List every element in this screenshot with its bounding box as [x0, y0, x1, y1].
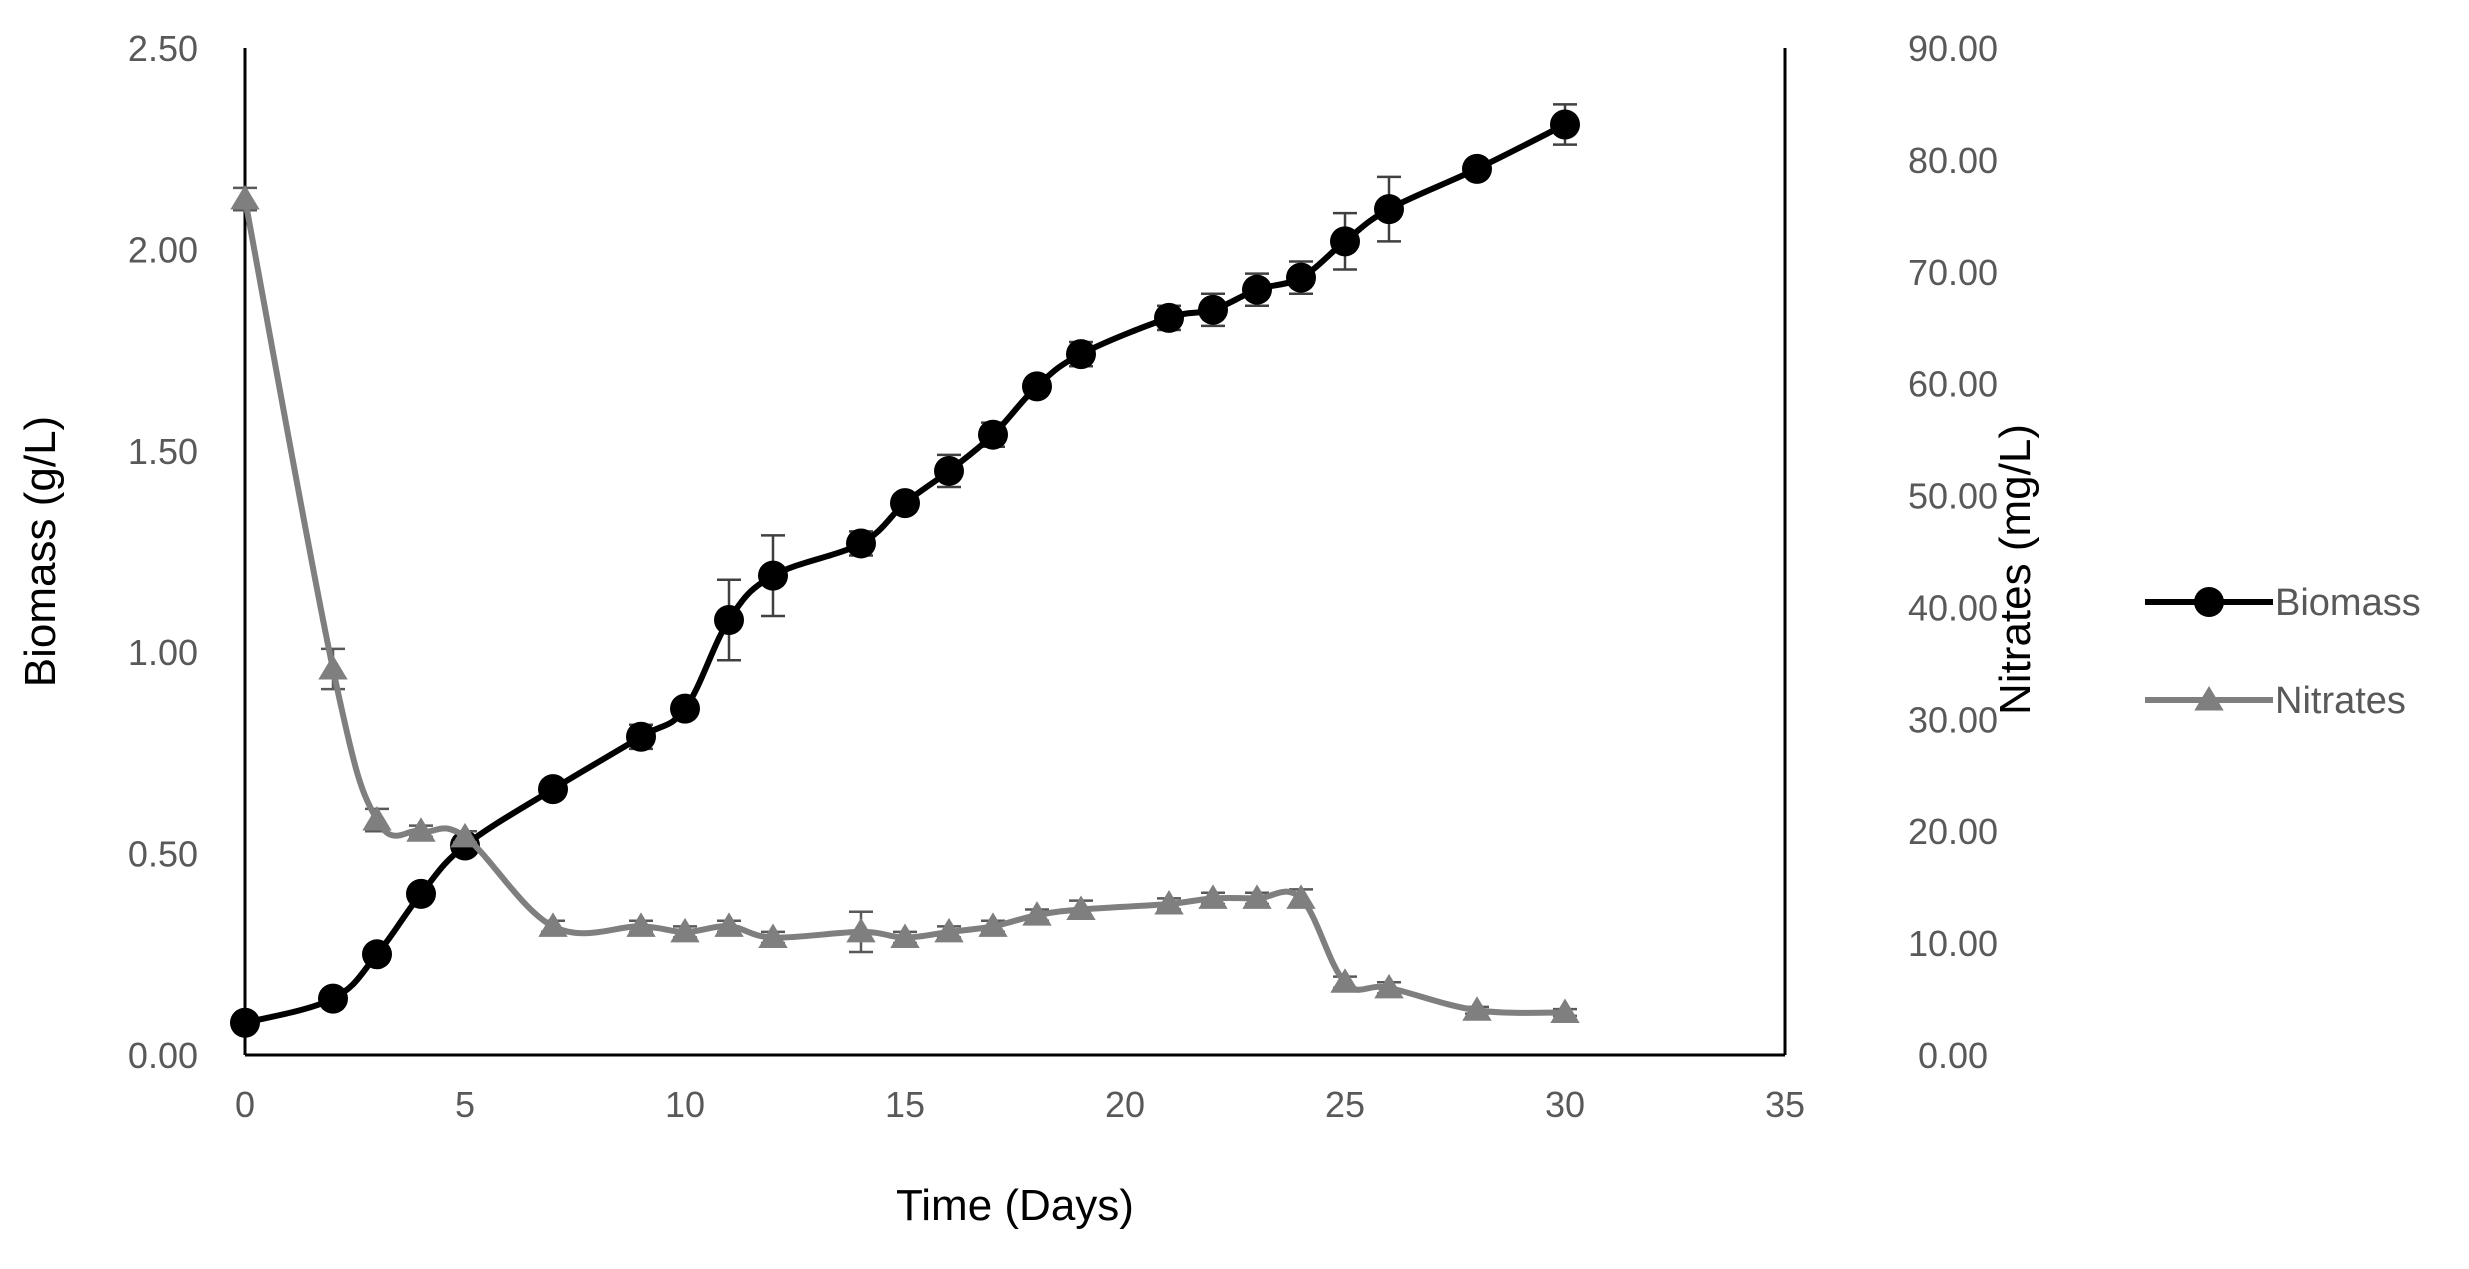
series-layer — [230, 103, 1580, 1038]
biomass-data-point — [846, 528, 876, 559]
y-axis-title: Biomass (g/L) — [16, 416, 65, 687]
biomass-data-point — [318, 983, 348, 1014]
y2-tick-label: 80.00 — [1908, 140, 1998, 181]
biomass-data-point — [1550, 109, 1580, 140]
biomass-data-point — [626, 721, 656, 752]
biomass-data-point — [230, 1007, 260, 1038]
nitrates-data-point — [362, 806, 392, 831]
y-tick-label: 2.00 — [128, 229, 198, 270]
biomass-data-point — [1242, 274, 1272, 305]
biomass-data-point — [1374, 194, 1404, 225]
nitrates-data-point — [758, 923, 788, 949]
legend-item-biomass: Biomass — [2145, 582, 2421, 624]
legend-biomass-label: Biomass — [2275, 582, 2421, 624]
x-tick-label: 15 — [885, 1084, 925, 1125]
nitrates-data-point — [1330, 968, 1360, 993]
x-tick-label: 20 — [1105, 1084, 1145, 1125]
biomass-data-point — [934, 455, 964, 486]
biomass-data-point — [1330, 226, 1360, 257]
x-tick-label: 5 — [455, 1084, 475, 1125]
x-tick-label: 10 — [665, 1084, 705, 1125]
biomass-data-point — [1198, 294, 1228, 325]
biomass-data-point — [1286, 262, 1316, 293]
x-tick-label: 35 — [1765, 1084, 1805, 1125]
axes-layer — [243, 48, 1787, 1057]
y-tick-label: 2.50 — [128, 28, 198, 69]
y2-tick-label: 30.00 — [1908, 699, 1998, 740]
y-tick-label: 1.50 — [128, 431, 198, 472]
tick-labels-layer: 0 5 10 15 20 25 30 35 0.00 0.50 1.00 1.50 2.00 2.50 0.… — [128, 28, 1998, 1125]
y2-tick-label: 10.00 — [1908, 923, 1998, 964]
y2-tick-label: 60.00 — [1908, 364, 1998, 405]
y-tick-label: 0.00 — [128, 1035, 198, 1076]
biomass-data-point — [362, 939, 392, 970]
biomass-data-point — [1066, 339, 1096, 370]
x-tick-label: 0 — [235, 1084, 255, 1125]
nitrates-data-point — [1066, 895, 1096, 921]
y2-tick-label: 70.00 — [1908, 252, 1998, 293]
nitrates-data-point — [846, 917, 876, 943]
y2-tick-label: 0.00 — [1918, 1035, 1988, 1076]
nitrates-data-point — [714, 912, 744, 937]
nitrates-data-point — [670, 917, 700, 943]
x-tick-label: 30 — [1545, 1084, 1585, 1125]
y2-tick-label: 90.00 — [1908, 28, 1998, 69]
y2-tick-label: 20.00 — [1908, 811, 1998, 852]
nitrates-data-point — [1286, 884, 1316, 909]
legend-item-nitrates: Nitrates — [2145, 680, 2406, 722]
nitrates-data-point — [978, 912, 1008, 937]
y2-tick-label: 50.00 — [1908, 476, 1998, 517]
nitrates-data-point — [1198, 884, 1228, 909]
biomass-data-point — [406, 878, 436, 909]
nitrates-data-point — [406, 817, 436, 842]
biomass-data-point — [890, 488, 920, 519]
nitrates-data-point — [1374, 973, 1404, 999]
nitrates-data-point — [626, 912, 656, 937]
nitrates-data-point — [318, 654, 348, 680]
nitrates-data-point — [1242, 884, 1272, 909]
biomass-data-point — [1022, 371, 1052, 402]
nitrates-data-point — [1154, 889, 1184, 915]
biomass-data-point — [538, 774, 568, 805]
nitrates-series-line — [242, 198, 1566, 1016]
legend-nitrates-label: Nitrates — [2275, 680, 2406, 722]
x-tick-label: 25 — [1325, 1084, 1365, 1125]
biomass-data-point — [758, 560, 788, 591]
x-axis-title: Time (Days) — [896, 1181, 1134, 1230]
biomass-data-point — [1462, 153, 1492, 184]
nitrates-data-point — [230, 185, 260, 210]
nitrates-data-point — [934, 917, 964, 943]
nitrates-data-point — [1550, 998, 1580, 1023]
biomass-data-point — [714, 604, 744, 635]
nitrates-data-point — [1462, 996, 1492, 1021]
y-tick-label: 0.50 — [128, 834, 198, 875]
legend-nitrates-marker — [2194, 686, 2224, 711]
y-tick-label: 1.00 — [128, 632, 198, 673]
legend-biomass-marker — [2194, 587, 2224, 617]
nitrates-data-point — [1022, 901, 1052, 926]
biomass-data-point — [978, 419, 1008, 450]
nitrates-data-point — [890, 923, 920, 949]
y2-tick-label: 40.00 — [1908, 587, 1998, 628]
biomass-series-line — [244, 121, 1567, 1026]
legend: Biomass Nitrates — [2145, 582, 2421, 722]
biomass-data-point — [1154, 302, 1184, 333]
y2-axis-title: Nitrates (mg/L) — [1991, 424, 2040, 715]
nitrates-data-point — [450, 822, 480, 848]
nitrates-data-point — [538, 912, 568, 937]
biomass-data-point — [670, 693, 700, 724]
